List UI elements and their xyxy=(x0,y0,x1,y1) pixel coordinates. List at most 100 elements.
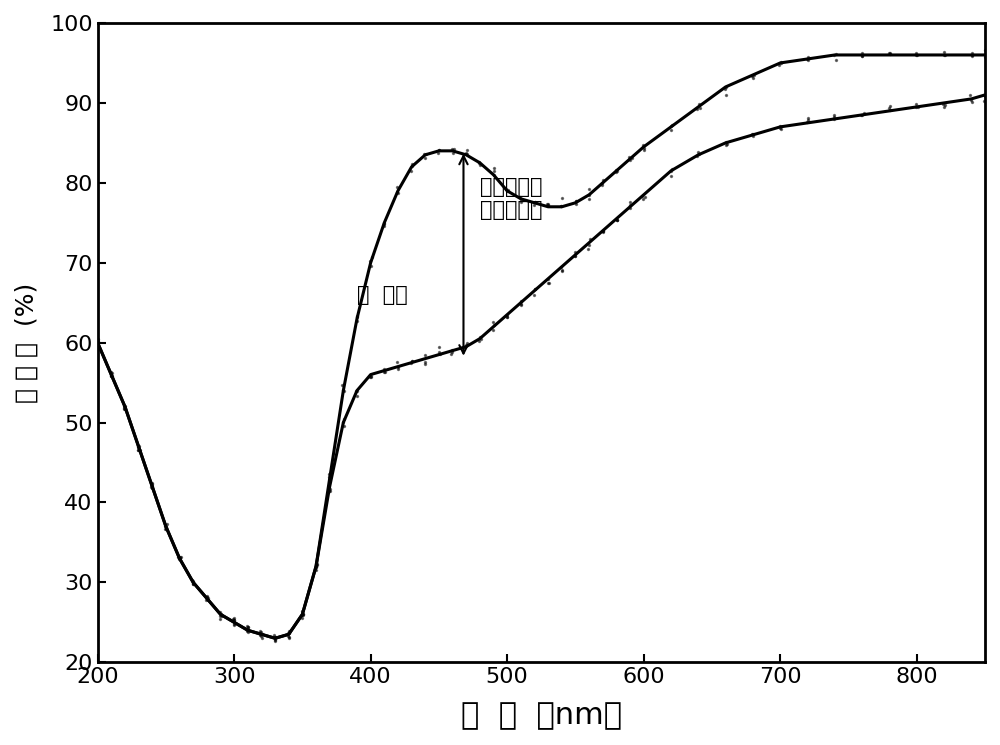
Point xyxy=(622,196,638,208)
Point xyxy=(212,606,228,618)
Point xyxy=(512,191,528,203)
Point xyxy=(663,120,679,132)
Point xyxy=(882,48,898,60)
Point xyxy=(936,49,952,61)
Point xyxy=(390,361,406,372)
Point xyxy=(581,238,597,250)
Point xyxy=(581,183,597,195)
Point xyxy=(773,56,789,68)
Point xyxy=(908,49,924,61)
Point xyxy=(594,180,610,191)
Point xyxy=(609,214,625,226)
Point xyxy=(594,177,610,188)
Point xyxy=(881,102,897,114)
Point xyxy=(89,335,105,346)
Point xyxy=(404,355,420,367)
Point xyxy=(513,194,529,206)
Point xyxy=(117,400,133,412)
Point xyxy=(691,148,707,160)
Point xyxy=(936,46,952,58)
Point xyxy=(130,440,146,452)
Point xyxy=(472,332,488,343)
Point xyxy=(800,54,816,66)
Point xyxy=(526,289,542,301)
Point xyxy=(308,557,324,569)
Point xyxy=(828,54,844,66)
Point xyxy=(240,624,256,635)
Point xyxy=(718,81,734,93)
Point xyxy=(334,378,350,390)
Point xyxy=(376,364,392,375)
Point xyxy=(144,478,160,490)
Point xyxy=(527,196,543,208)
Point xyxy=(664,118,680,130)
Point xyxy=(745,72,761,84)
Point xyxy=(104,367,120,379)
Point xyxy=(459,148,475,160)
Point xyxy=(636,142,652,153)
Point xyxy=(772,120,788,132)
Point xyxy=(446,143,462,155)
Point xyxy=(527,197,543,209)
Point xyxy=(595,226,611,238)
Point xyxy=(226,612,242,624)
Point xyxy=(267,632,283,644)
Point xyxy=(172,552,188,564)
Point xyxy=(485,316,501,328)
Point xyxy=(580,243,596,255)
Point xyxy=(473,333,489,345)
Point xyxy=(363,260,379,272)
Point xyxy=(799,116,815,128)
Point xyxy=(486,170,502,182)
Point xyxy=(252,625,268,637)
Point xyxy=(977,89,993,101)
Point xyxy=(622,202,638,214)
Point xyxy=(690,146,706,158)
Point xyxy=(117,402,133,414)
Point xyxy=(239,626,255,638)
Point xyxy=(622,154,638,166)
Point xyxy=(390,364,406,375)
Point xyxy=(254,633,270,644)
Point xyxy=(200,592,216,604)
Point xyxy=(404,355,420,367)
Point xyxy=(431,346,447,358)
Point xyxy=(226,615,242,627)
Point xyxy=(908,101,924,112)
Point xyxy=(539,198,555,210)
Point xyxy=(239,620,255,632)
Point xyxy=(499,186,515,197)
Point xyxy=(103,369,119,381)
Point xyxy=(964,50,980,62)
Point xyxy=(280,627,296,639)
Point xyxy=(718,89,734,101)
Point xyxy=(800,51,816,63)
Point xyxy=(349,315,365,327)
Point xyxy=(527,283,543,295)
Point xyxy=(826,111,842,123)
Point xyxy=(185,577,201,589)
Point xyxy=(799,53,815,65)
Point xyxy=(170,551,186,562)
Point xyxy=(322,472,338,484)
Point xyxy=(717,83,733,95)
Point xyxy=(226,614,242,626)
Point xyxy=(431,145,447,156)
Point xyxy=(363,370,379,381)
Point xyxy=(772,122,788,134)
Point xyxy=(499,308,515,320)
Point xyxy=(185,575,201,587)
Point xyxy=(882,48,898,60)
Point xyxy=(103,367,119,378)
Point xyxy=(609,214,625,226)
Point xyxy=(581,193,597,205)
Point xyxy=(771,60,787,72)
Point xyxy=(689,103,705,115)
Point xyxy=(637,191,653,203)
Point xyxy=(773,123,789,135)
Point xyxy=(294,612,310,624)
Point xyxy=(336,413,352,425)
Point xyxy=(363,371,379,383)
Point xyxy=(143,481,159,493)
Point xyxy=(773,57,789,69)
